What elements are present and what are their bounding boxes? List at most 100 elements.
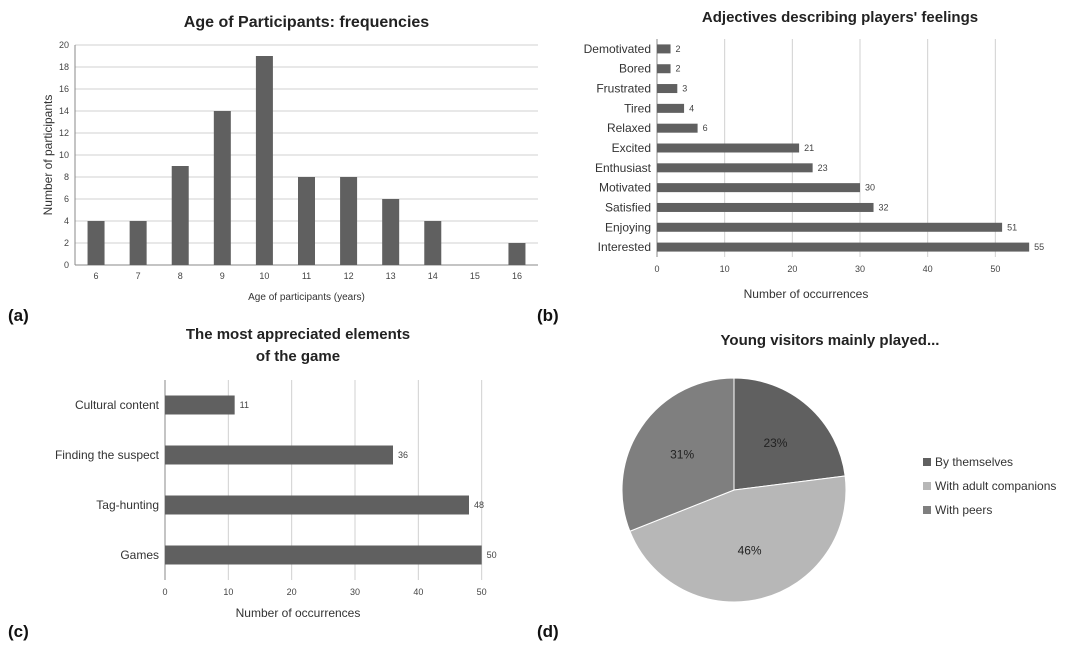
bar-age-13 <box>382 199 400 265</box>
pie-value-label: 46% <box>738 544 762 558</box>
bar-enthusiast <box>657 163 813 173</box>
panel-label-c: (c) <box>8 622 29 641</box>
x-tick-label: 10 <box>720 264 730 274</box>
legend-label-with-peers: With peers <box>935 503 992 517</box>
x-axis-label: Age of participants (years) <box>248 292 365 303</box>
bar-age-14 <box>424 221 442 265</box>
bar-age-8 <box>171 166 189 265</box>
category-label: Interested <box>598 240 651 254</box>
data-label: 6 <box>703 123 708 133</box>
y-axis-label: Number of participants <box>41 95 55 216</box>
x-tick-label: 40 <box>923 264 933 274</box>
bar-age-7 <box>129 221 147 265</box>
bar-motivated <box>657 183 860 193</box>
legend-label-with-adult-companions: With adult companions <box>935 479 1056 493</box>
bar-relaxed <box>657 123 698 133</box>
x-tick-label: 40 <box>413 587 423 597</box>
chart-title-line-2: of the game <box>256 348 340 365</box>
bar-frustrated <box>657 84 678 94</box>
bar-tag-hunting <box>165 495 469 515</box>
data-label: 30 <box>865 183 875 193</box>
x-axis-label: Number of occurrences <box>236 606 361 620</box>
y-tick-label: 16 <box>59 84 69 94</box>
appreciated-elements-chart: 0 10 20 30 40 50 Cultural content 11 Finding the… <box>55 326 497 620</box>
x-tick-label: 50 <box>477 587 487 597</box>
bar-cultural-content <box>165 395 235 415</box>
category-label: Demotivated <box>584 42 651 56</box>
x-tick-label: 20 <box>287 587 297 597</box>
data-label: 2 <box>676 64 681 74</box>
y-tick-label: 6 <box>64 194 69 204</box>
category-label: Games <box>120 548 159 562</box>
category-label: Bored <box>619 62 651 76</box>
y-tick-label: 8 <box>64 172 69 182</box>
x-tick-label: 8 <box>178 271 183 281</box>
chart-title-line-1: The most appreciated elements <box>186 326 410 343</box>
bar-age-6 <box>87 221 105 265</box>
y-tick-label: 10 <box>59 150 69 160</box>
category-label: Satisfied <box>605 200 651 214</box>
x-tick-label: 30 <box>350 587 360 597</box>
x-tick-label: 14 <box>428 271 438 281</box>
bar-age-12 <box>340 177 358 265</box>
x-tick-label: 50 <box>990 264 1000 274</box>
y-tick-label: 18 <box>59 62 69 72</box>
bar-satisfied <box>657 202 874 212</box>
bar-excited <box>657 143 800 153</box>
x-tick-label: 30 <box>855 264 865 274</box>
category-label: Tired <box>624 101 651 115</box>
bar-games <box>165 545 482 565</box>
legend-swatch <box>923 458 931 466</box>
data-label: 32 <box>879 202 889 212</box>
legend-swatch <box>923 506 931 514</box>
data-label: 55 <box>1034 242 1044 252</box>
x-tick-label: 10 <box>223 587 233 597</box>
play-companions-pie-chart: Young visitors mainly played... 23% 46% 31%… <box>621 332 1056 603</box>
data-label: 36 <box>398 450 408 460</box>
y-tick-label: 14 <box>59 106 69 116</box>
data-label: 4 <box>689 103 694 113</box>
y-tick-label: 4 <box>64 216 69 226</box>
bar-bored <box>657 64 671 74</box>
x-tick-label: 12 <box>344 271 354 281</box>
bar-age-16 <box>508 243 526 265</box>
bar-tired <box>657 103 685 113</box>
data-label: 11 <box>240 400 249 410</box>
legend-swatch <box>923 482 931 490</box>
pie-slice-by-themselves <box>733 377 846 491</box>
data-label: 3 <box>682 84 687 94</box>
y-tick-label: 0 <box>64 260 69 270</box>
pie-slice-with-peers <box>621 377 735 532</box>
data-label: 2 <box>676 44 681 54</box>
bar-finding-the-suspect <box>165 445 393 465</box>
data-label: 48 <box>474 500 484 510</box>
chart-title: Young visitors mainly played... <box>721 332 940 349</box>
bar-enjoying <box>657 222 1003 232</box>
adjectives-chart: 0 10 20 30 40 50 Demotivated 2 Bored 2 Frustrated 3… <box>584 9 1045 301</box>
x-axis-label: Number of occurrences <box>744 287 869 301</box>
panel-label-d: (d) <box>537 622 559 641</box>
age-frequency-chart: Age of Participants: frequencies 0 2 4 6 8 10 1… <box>41 14 538 303</box>
panel-label-a: (a) <box>8 306 29 325</box>
pie-slice-with-adult-companions <box>629 475 847 603</box>
chart-title: Age of Participants: frequencies <box>184 14 429 31</box>
x-tick-label: 0 <box>162 587 167 597</box>
x-tick-label: 9 <box>220 271 225 281</box>
y-tick-label: 20 <box>59 40 69 50</box>
category-label: Enthusiast <box>595 161 652 175</box>
x-tick-label: 0 <box>654 264 659 274</box>
x-tick-label: 20 <box>787 264 797 274</box>
data-label: 50 <box>487 550 497 560</box>
legend-label-by-themselves: By themselves <box>935 455 1013 469</box>
category-label: Finding the suspect <box>55 448 160 462</box>
category-label: Relaxed <box>607 121 651 135</box>
bar-demotivated <box>657 44 671 54</box>
y-tick-label: 12 <box>59 128 69 138</box>
category-label: Motivated <box>599 181 651 195</box>
category-label: Tag-hunting <box>96 498 159 512</box>
category-label: Frustrated <box>596 82 651 96</box>
data-label: 51 <box>1007 222 1017 232</box>
x-tick-label: 13 <box>386 271 396 281</box>
category-label: Enjoying <box>605 220 651 234</box>
